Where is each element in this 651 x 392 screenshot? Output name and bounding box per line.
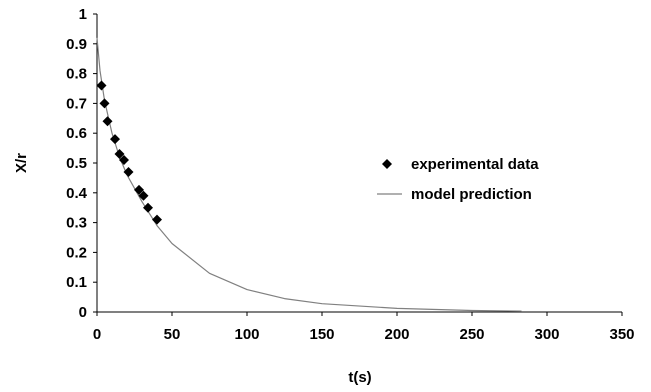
experimental-data-point	[143, 202, 153, 213]
axes	[96, 14, 622, 313]
x-tick-label: 150	[309, 326, 334, 343]
y-tick-label: 1	[79, 6, 87, 23]
y-tick-label: 0.5	[66, 155, 87, 172]
y-tick-label: 0.3	[66, 215, 87, 232]
experimental-data-point	[138, 190, 149, 201]
legend: experimental data model prediction	[377, 156, 539, 203]
model-prediction-line	[96, 37, 522, 312]
x-tick-label: 350	[609, 326, 634, 343]
y-tick-label: 0.4	[66, 185, 88, 202]
y-ticks: 0 0.1 0.2 0.3 0.4 0.5 0.6 0.7 0.8 0.9 1	[66, 6, 97, 321]
y-tick-label: 0	[79, 304, 87, 321]
legend-diamond-marker	[382, 159, 392, 169]
y-tick-label: 0.8	[66, 66, 87, 83]
x-tick-label: 200	[384, 326, 409, 343]
experimental-data-point	[119, 155, 129, 166]
y-tick-label: 0.7	[66, 95, 87, 112]
y-tick-label: 0.1	[66, 274, 87, 291]
experimental-data-point	[96, 80, 107, 91]
legend-item-model-prediction: model prediction	[377, 186, 532, 203]
x-ticks: 0 50 100 150 200 250 300 350	[93, 312, 635, 343]
y-tick-label: 0.2	[66, 244, 87, 261]
y-tick-label: 0.6	[66, 125, 87, 142]
y-axis-title: X/r	[13, 153, 30, 173]
x-tick-label: 300	[534, 326, 559, 343]
x-axis-title: t(s)	[348, 369, 371, 386]
experimental-data-point	[114, 149, 125, 160]
experimental-data-point	[102, 116, 113, 127]
legend-item-experimental-data: experimental data	[382, 156, 539, 173]
experimental-data-point	[152, 214, 162, 225]
legend-label-experimental-data: experimental data	[411, 156, 539, 173]
experimental-data-series	[96, 80, 162, 225]
experimental-data-point	[110, 134, 120, 145]
x-tick-label: 250	[459, 326, 484, 343]
experimental-data-point	[123, 166, 134, 177]
legend-label-model-prediction: model prediction	[411, 186, 532, 203]
x-tick-label: 0	[93, 326, 101, 343]
x-tick-label: 100	[234, 326, 259, 343]
y-tick-label: 0.9	[66, 36, 87, 53]
experimental-data-point	[134, 184, 144, 195]
x-tick-label: 50	[164, 326, 181, 343]
model-prediction-series	[96, 37, 522, 312]
experimental-data-point	[99, 98, 110, 109]
